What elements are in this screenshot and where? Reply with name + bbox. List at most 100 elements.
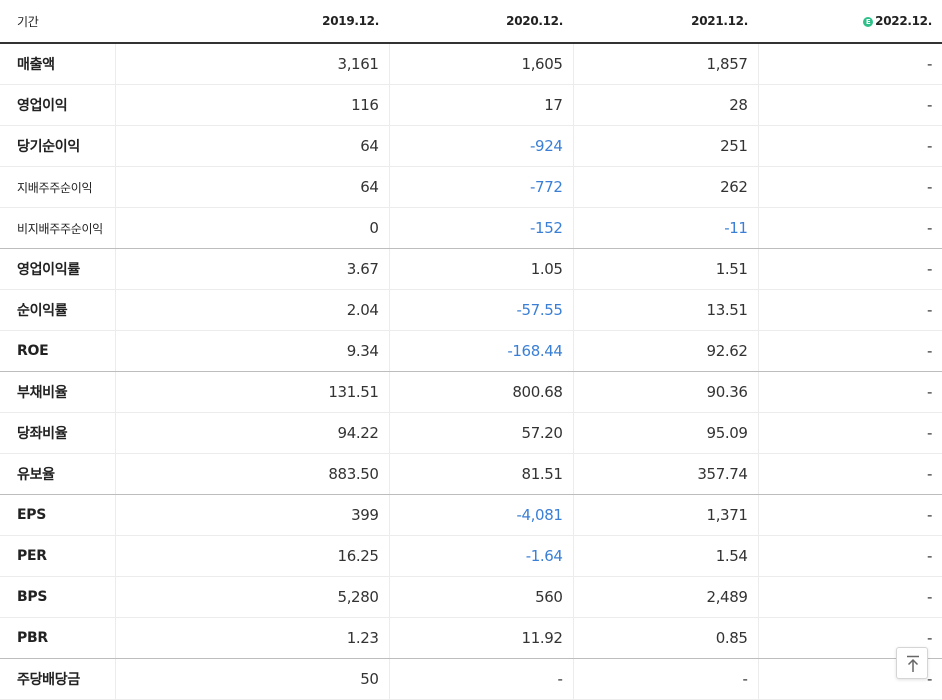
table-cell: -: [757, 125, 942, 167]
year-header-estimate: E 2022.12.: [758, 0, 942, 44]
table-row: 비지배주주순이익 0 -152 -11 -: [0, 207, 942, 249]
table-cell: 17: [388, 84, 573, 126]
table-row: PBR 1.23 11.92 0.85 -: [0, 617, 942, 659]
row-label: ROE: [0, 330, 115, 372]
table-row: 당좌비율 94.22 57.20 95.09 -: [0, 412, 942, 454]
table-cell: 1.54: [572, 535, 758, 577]
table-cell: -: [757, 248, 942, 290]
row-label: 지배주주순이익: [0, 166, 115, 208]
table-cell: 1,605: [388, 43, 573, 85]
table-cell: 92.62: [572, 330, 758, 372]
table-cell: 1.05: [388, 248, 573, 290]
table-cell: -: [757, 535, 942, 577]
table-cell: 28: [572, 84, 758, 126]
table-cell: 0: [114, 207, 389, 249]
table-cell: 9.34: [114, 330, 389, 372]
table-cell: 16.25: [114, 535, 389, 577]
table-cell: 3.67: [114, 248, 389, 290]
row-label: 영업이익률: [0, 248, 115, 290]
table-cell: -: [757, 289, 942, 331]
table-cell: -: [757, 371, 942, 413]
row-label: 비지배주주순이익: [0, 207, 115, 249]
table-cell: 1.23: [114, 617, 389, 659]
row-label: PER: [0, 535, 115, 577]
table-cell: 2,489: [572, 576, 758, 618]
table-cell: 883.50: [114, 453, 389, 495]
table-cell: 5,280: [114, 576, 389, 618]
table-row: 순이익률 2.04 -57.55 13.51 -: [0, 289, 942, 331]
row-label: 매출액: [0, 43, 115, 85]
row-label: 당기순이익: [0, 125, 115, 167]
row-label: PBR: [0, 617, 115, 659]
table-cell: 81.51: [388, 453, 573, 495]
table-cell: -924: [388, 125, 573, 167]
table-cell: -: [757, 43, 942, 85]
table-cell: -: [757, 166, 942, 208]
table-cell: 262: [572, 166, 758, 208]
table-cell: -1.64: [388, 535, 573, 577]
table-cell: 116: [114, 84, 389, 126]
table-row: 부채비율 131.51 800.68 90.36 -: [0, 371, 942, 413]
table-cell: 357.74: [572, 453, 758, 495]
arrow-up-to-top-icon: [907, 655, 919, 672]
table-cell: 1,857: [572, 43, 758, 85]
table-cell: -772: [388, 166, 573, 208]
table-row: BPS 5,280 560 2,489 -: [0, 576, 942, 618]
table-cell: 11.92: [388, 617, 573, 659]
estimate-icon: E: [863, 17, 874, 27]
table-cell: 800.68: [388, 371, 573, 413]
row-label: 영업이익: [0, 84, 115, 126]
row-label: BPS: [0, 576, 115, 618]
table-cell: -: [757, 84, 942, 126]
table-row: 당기순이익 64 -924 251 -: [0, 125, 942, 167]
table-cell: 0.85: [572, 617, 758, 659]
table-cell: 64: [114, 166, 389, 208]
table-cell: 90.36: [572, 371, 758, 413]
year-header-label: 2022.12.: [875, 14, 932, 28]
row-label: 부채비율: [0, 371, 115, 413]
table-cell: -: [757, 412, 942, 454]
table-cell: -11: [572, 207, 758, 249]
table-cell: -: [757, 576, 942, 618]
table-cell: -168.44: [388, 330, 573, 372]
year-header: 2019.12.: [115, 0, 389, 44]
table-cell: -: [757, 207, 942, 249]
table-row: ROE 9.34 -168.44 92.62 -: [0, 330, 942, 372]
table-cell: -: [388, 658, 573, 700]
table-cell: -152: [388, 207, 573, 249]
table-cell: 50: [114, 658, 389, 700]
table-row: 매출액 3,161 1,605 1,857 -: [0, 43, 942, 85]
table-cell: 94.22: [114, 412, 389, 454]
table-cell: 1,371: [572, 494, 758, 536]
year-header: 2020.12.: [389, 0, 573, 44]
table-cell: 251: [572, 125, 758, 167]
table-row: EPS 399 -4,081 1,371 -: [0, 494, 942, 536]
table-cell: -: [757, 494, 942, 536]
table-cell: 399: [114, 494, 389, 536]
table-row: 영업이익률 3.67 1.05 1.51 -: [0, 248, 942, 290]
table-cell: 1.51: [572, 248, 758, 290]
table-cell: 2.04: [114, 289, 389, 331]
table-cell: -57.55: [388, 289, 573, 331]
table-cell: 57.20: [388, 412, 573, 454]
period-header: 기간: [0, 0, 115, 44]
table-row: 영업이익 116 17 28 -: [0, 84, 942, 126]
row-label: 주당배당금: [0, 658, 115, 700]
scroll-to-top-button[interactable]: [896, 647, 928, 679]
table-cell: -: [757, 330, 942, 372]
row-label: EPS: [0, 494, 115, 536]
table-cell: -: [757, 453, 942, 495]
table-cell: 131.51: [114, 371, 389, 413]
table-cell: 3,161: [114, 43, 389, 85]
table-row: PER 16.25 -1.64 1.54 -: [0, 535, 942, 577]
row-label: 당좌비율: [0, 412, 115, 454]
table-cell: 560: [388, 576, 573, 618]
table-cell: -: [572, 658, 758, 700]
row-label: 유보율: [0, 453, 115, 495]
row-label: 순이익률: [0, 289, 115, 331]
header-row: 기간 2019.12. 2020.12. 2021.12. E 2022.12.: [0, 0, 942, 44]
table-cell: 64: [114, 125, 389, 167]
table-row: 유보율 883.50 81.51 357.74 -: [0, 453, 942, 495]
year-header: 2021.12.: [573, 0, 758, 44]
